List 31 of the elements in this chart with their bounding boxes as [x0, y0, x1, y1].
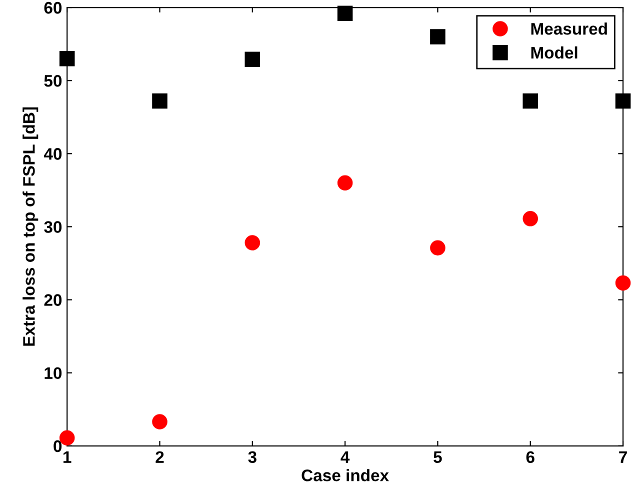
point — [244, 235, 260, 250]
x-tick-label: 3 — [248, 451, 256, 464]
x-tick-label: 1 — [64, 451, 72, 463]
point — [430, 29, 446, 44]
x-tick-label: 2 — [156, 451, 164, 463]
point — [337, 6, 353, 21]
point — [615, 93, 631, 109]
point — [430, 240, 446, 256]
y-tick-label: 10 — [44, 367, 62, 380]
y-axis-title: Extra loss on top of FSPL [dB] — [22, 107, 38, 346]
legend-label: Measured — [531, 22, 607, 35]
point — [522, 211, 538, 226]
x-tick-label: 7 — [619, 451, 627, 463]
x-axis-title: Case index — [302, 469, 389, 482]
point — [152, 93, 168, 109]
point — [244, 52, 260, 68]
point — [59, 51, 75, 66]
y-tick-label: 0 — [54, 440, 62, 452]
y-tick-label: 60 — [44, 2, 62, 14]
y-tick-label: 30 — [44, 221, 62, 233]
point — [522, 93, 538, 109]
legend-label: Model — [531, 46, 578, 59]
x-tick-label: 4 — [340, 451, 350, 463]
x-tick-label: 5 — [434, 451, 442, 463]
point — [615, 275, 631, 291]
y-tick-label: 20 — [44, 294, 62, 306]
point — [152, 414, 168, 430]
y-tick-label: 40 — [44, 148, 62, 160]
x-tick-label: 6 — [526, 451, 534, 463]
point — [337, 175, 353, 191]
y-tick-label: 50 — [44, 74, 62, 87]
